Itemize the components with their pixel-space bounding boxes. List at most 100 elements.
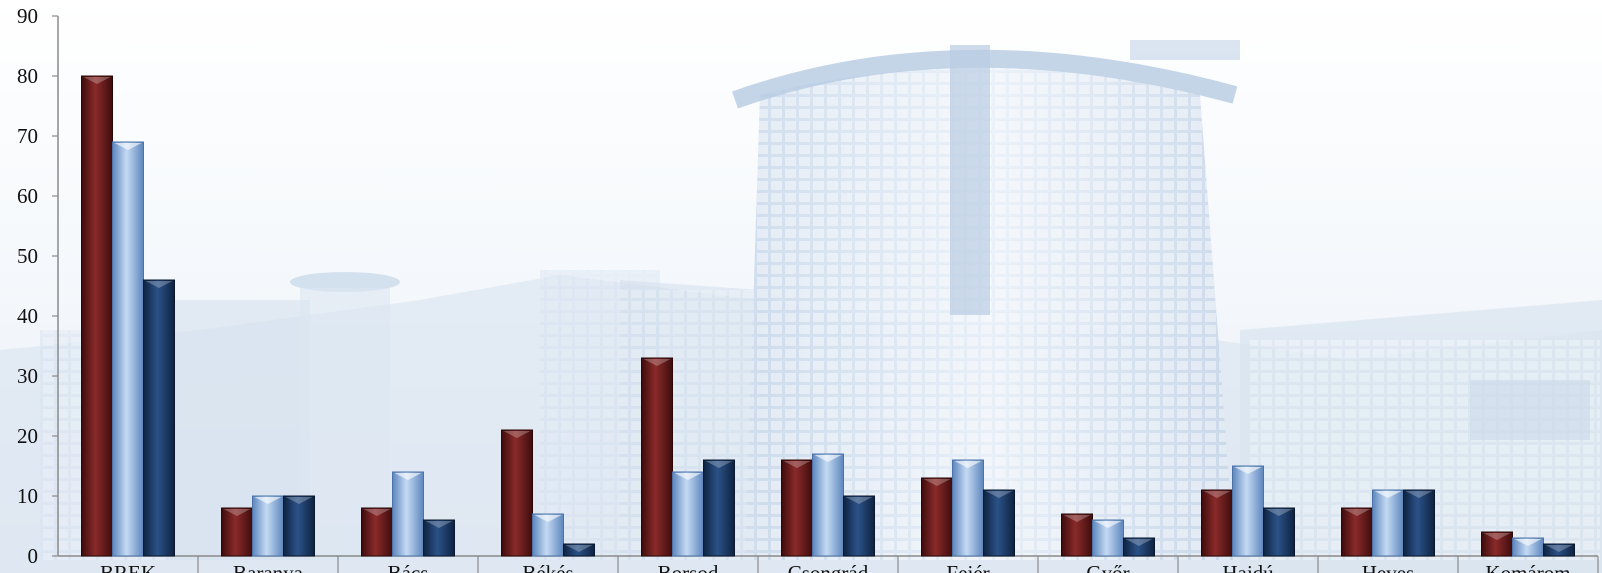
bar-cap-highlight [254, 497, 282, 504]
bar-series-2-békés [532, 513, 564, 557]
bar [952, 459, 984, 557]
bar [1481, 531, 1513, 557]
bar [672, 471, 704, 557]
bar-cap-highlight [565, 545, 593, 552]
bar-series-3-heves [1403, 489, 1435, 557]
bar [781, 459, 813, 557]
bar [1341, 507, 1373, 557]
bar-series-2-heves [1372, 489, 1404, 557]
bar [812, 453, 844, 557]
bar [1543, 543, 1575, 557]
bar-cap-highlight [285, 497, 313, 504]
bar-series-1-borsod [641, 357, 673, 557]
bar-cap-highlight [705, 461, 733, 468]
bar-series-3-komárom [1543, 543, 1575, 557]
bar [283, 495, 315, 557]
bar-cap-highlight [643, 359, 671, 366]
bar-cap-highlight [1514, 539, 1542, 546]
bar-series-2-bács [392, 471, 424, 557]
bar-cap-highlight [145, 281, 173, 288]
bar [1232, 465, 1264, 557]
y-tick-label: 60 [17, 184, 38, 208]
bar [1123, 537, 1155, 557]
bar-series-1-brek [81, 75, 113, 557]
y-tick-label: 20 [17, 424, 38, 448]
bars [81, 75, 1575, 557]
bar [641, 357, 673, 557]
bar-cap-highlight [814, 455, 842, 462]
bar-cap-highlight [954, 461, 982, 468]
bar [983, 489, 1015, 557]
bar-series-2-hajdú [1232, 465, 1264, 557]
bar [1201, 489, 1233, 557]
bar-series-3-brek [143, 279, 175, 557]
bar-cap-highlight [923, 479, 951, 486]
bar [1372, 489, 1404, 557]
x-tick-label: Hajdú [1222, 561, 1274, 573]
bar-series-2-győr [1092, 519, 1124, 557]
bar-series-1-bács [361, 507, 393, 557]
x-tick-label: Komárom [1485, 561, 1570, 573]
bar-series-1-fejér [921, 477, 953, 557]
bar-series-2-csongrád [812, 453, 844, 557]
y-tick-label: 0 [28, 544, 39, 568]
bar-cap-highlight [1063, 515, 1091, 522]
bar-series-2-baranya [252, 495, 284, 557]
x-tick-label: Békés [522, 561, 573, 573]
bar-cap-highlight [1234, 467, 1262, 474]
bar-series-3-csongrád [843, 495, 875, 557]
bar-cap-highlight [1483, 533, 1511, 540]
bar-cap-highlight [1545, 545, 1573, 552]
y-tick-label: 90 [17, 4, 38, 28]
bar-series-1-heves [1341, 507, 1373, 557]
bar-series-3-fejér [983, 489, 1015, 557]
x-tick-label: Csongrád [788, 561, 869, 573]
labels: 0 10 20 30 40 50 60 70 80 90 BREK Baranya Bács Békés B… [17, 4, 1571, 573]
y-tick-label: 70 [17, 124, 38, 148]
y-tick-label: 50 [17, 244, 38, 268]
bar [252, 495, 284, 557]
bar-series-2-borsod [672, 471, 704, 557]
bar-series-1-hajdú [1201, 489, 1233, 557]
bar-series-3-békés [563, 543, 595, 557]
bar [423, 519, 455, 557]
bar [703, 459, 735, 557]
bar-cap-highlight [425, 521, 453, 528]
bar [361, 507, 393, 557]
bar-cap-highlight [1405, 491, 1433, 498]
bar [81, 75, 113, 557]
bar-cap-highlight [534, 515, 562, 522]
y-tick-label: 80 [17, 64, 38, 88]
bar-cap-highlight [503, 431, 531, 438]
bar-cap-highlight [1374, 491, 1402, 498]
x-tick-label: Fejér [946, 561, 989, 573]
bar-cap-highlight [1094, 521, 1122, 528]
y-tick-label: 40 [17, 304, 38, 328]
bar-series-3-borsod [703, 459, 735, 557]
x-tick-label: Győr [1086, 561, 1129, 573]
bar [921, 477, 953, 557]
bar-cap-highlight [1125, 539, 1153, 546]
y-tick-label: 30 [17, 364, 38, 388]
bar-cap-highlight [114, 143, 142, 150]
bar-cap-highlight [1203, 491, 1231, 498]
bar-series-2-brek [112, 141, 144, 557]
bar-series-1-baranya [221, 507, 253, 557]
x-tick-label: BREK [100, 561, 156, 573]
bar-series-1-csongrád [781, 459, 813, 557]
bar [143, 279, 175, 557]
bar [1403, 489, 1435, 557]
bar-cap-highlight [783, 461, 811, 468]
y-tick-label: 10 [17, 484, 38, 508]
bar-cap-highlight [363, 509, 391, 516]
bar-series-1-békés [501, 429, 533, 557]
bar-series-3-győr [1123, 537, 1155, 557]
bar-cap-highlight [674, 473, 702, 480]
bar-cap-highlight [1343, 509, 1371, 516]
x-tick-label: Heves [1362, 561, 1414, 573]
bar [1263, 507, 1295, 557]
bar-series-3-bács [423, 519, 455, 557]
bar-cap-highlight [83, 77, 111, 84]
bar-cap-highlight [394, 473, 422, 480]
